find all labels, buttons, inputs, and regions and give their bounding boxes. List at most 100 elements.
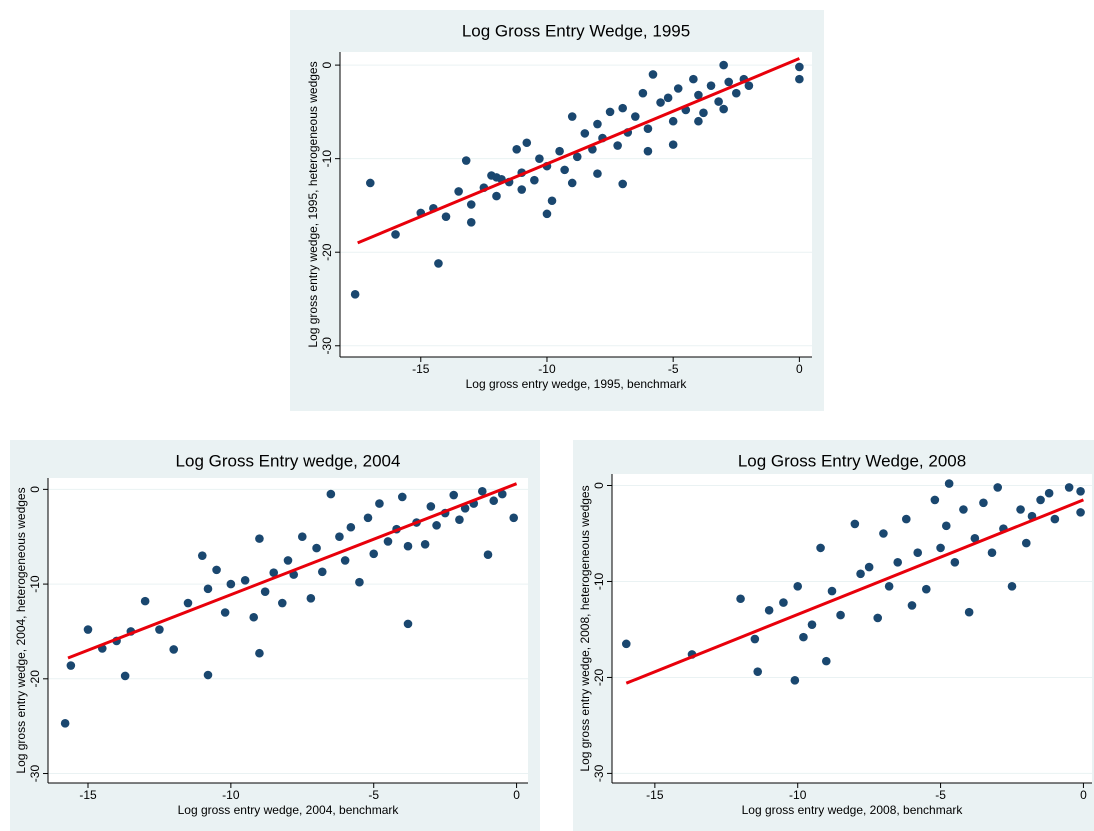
point [631,112,640,121]
point [530,175,539,185]
point [326,489,336,499]
point [1021,538,1031,548]
point [850,519,860,529]
point [420,540,430,549]
y-axis-label: Log gross entry wedge, 2008, heterogeneo… [578,485,592,771]
point [260,587,270,596]
point [466,217,476,227]
point [753,667,763,676]
point [492,191,501,201]
point [249,612,259,622]
y-tick-label: 0 [320,61,334,68]
point [964,607,974,617]
point [613,141,622,150]
point [1050,514,1060,524]
chart-title: Log Gross Entry wedge, 2004 [176,451,401,470]
point [66,661,76,670]
point [441,212,451,221]
point [391,230,400,239]
point [572,152,582,162]
chart-title: Log Gross Entry Wedge, 2008 [738,451,966,470]
point [970,533,980,543]
point [593,119,602,129]
point [827,586,837,596]
point [884,581,894,591]
point [856,569,865,579]
y-axis-label: Log gross entry wedge, 1995, heterogeneo… [306,61,320,347]
x-tick-label: -15 [79,788,97,802]
x-tick-label: -5 [935,788,946,802]
point [643,146,653,156]
point [959,505,968,514]
x-axis-label: Log gross entry wedge, 1995, benchmark [466,377,688,391]
point [517,185,527,194]
point [779,598,788,607]
point [312,543,321,553]
point [449,490,459,500]
point [483,550,493,560]
point [567,112,577,121]
point [461,156,471,165]
point [764,605,774,615]
point [950,557,960,567]
x-tick-label: 0 [796,362,803,376]
point [719,104,728,114]
point [724,77,734,87]
x-tick-label: 0 [1080,788,1087,802]
point [183,598,193,608]
point [547,196,557,206]
point [987,548,997,557]
y-axis-label: Log gross entry wedge, 2004, heterogeneo… [14,487,28,773]
point [668,140,678,149]
x-tick-label: -10 [222,788,240,802]
point [864,562,874,572]
point [605,107,615,117]
point [555,146,564,156]
point [668,116,678,126]
y-tick-label: -10 [28,575,42,593]
point [1016,505,1025,514]
point [638,88,648,98]
point [383,537,393,546]
point [220,608,230,617]
point [936,543,945,553]
y-tick-label: -10 [320,150,334,168]
y-tick-label: -30 [28,765,42,783]
point [836,610,845,620]
point [255,648,264,658]
chart-title: Log Gross Entry Wedge, 1995 [462,21,690,40]
point [169,645,179,654]
point [1076,508,1085,517]
point [699,108,708,118]
point [432,521,441,530]
point [1064,483,1074,492]
point [255,534,264,543]
point [369,549,379,559]
point [821,656,831,666]
point [979,498,988,508]
point [790,676,800,685]
point [795,62,804,72]
point [663,93,673,103]
point [913,548,923,557]
point [509,513,519,523]
point [750,634,760,644]
point [535,154,544,163]
point [714,97,723,106]
point [120,671,130,681]
point [694,116,703,126]
point [694,90,703,100]
point [736,594,745,604]
point [1007,581,1017,591]
fit-line [625,498,1084,685]
x-tick-label: -10 [789,788,807,802]
x-tick-label: -15 [646,788,664,802]
point [375,499,384,508]
point [593,169,602,178]
point [489,496,499,506]
point [901,514,911,524]
point [930,495,940,505]
x-tick-label: -5 [368,788,379,802]
point [907,601,917,610]
point [621,639,631,649]
